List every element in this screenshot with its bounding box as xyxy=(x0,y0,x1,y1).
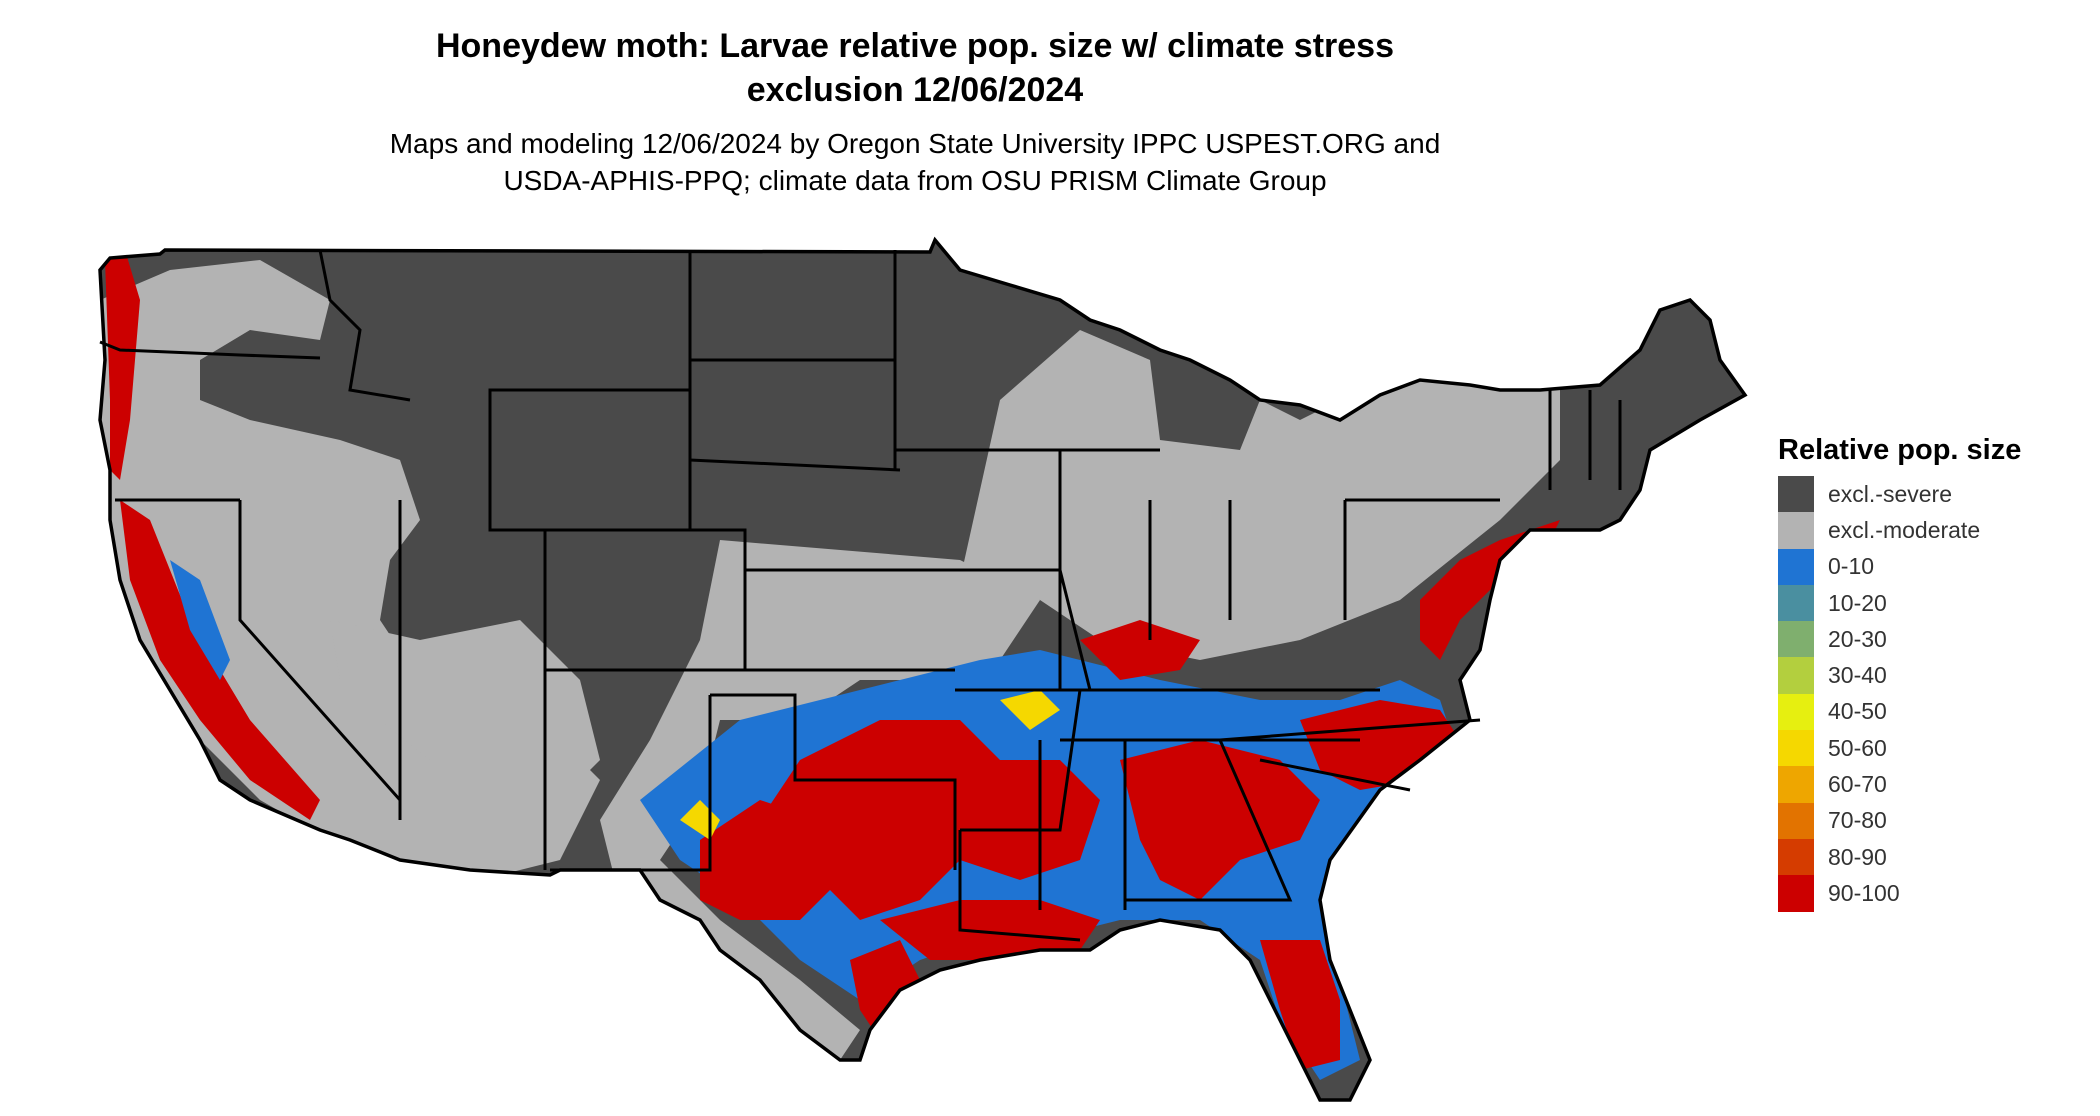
map-title-line-2: exclusion 12/06/2024 xyxy=(746,71,1084,109)
legend-label: 20-30 xyxy=(1828,625,1887,652)
map-title-line-1: Honeydew moth: Larvae relative pop. size… xyxy=(435,27,1394,65)
legend-item: 10-20 xyxy=(1778,584,2021,622)
region-high-midwest xyxy=(1080,620,1200,680)
legend-swatch xyxy=(1778,802,1814,839)
us-outline xyxy=(98,236,1748,1102)
legend-swatch xyxy=(1778,875,1814,912)
legend-swatch xyxy=(1778,512,1814,549)
legend-swatch xyxy=(1778,730,1814,767)
legend-label: 80-90 xyxy=(1828,843,1887,870)
legend-label: 90-100 xyxy=(1828,879,1900,906)
region-high-florida xyxy=(1260,940,1340,1070)
legend-item: 20-30 xyxy=(1778,621,2021,658)
state-border-ne-states xyxy=(1548,390,1622,490)
map-subtitle-line-1: Maps and modeling 12/06/2024 by Oregon S… xyxy=(389,128,1441,159)
legend-item: 70-80 xyxy=(1778,802,2021,839)
state-border-ms-al xyxy=(1038,740,1127,910)
legend-label: excl.-moderate xyxy=(1828,516,1981,543)
region-high-gulf xyxy=(880,900,1100,960)
us-map xyxy=(98,236,1748,1102)
state-border-co xyxy=(545,528,747,672)
legend-swatch xyxy=(1778,693,1814,731)
legend-swatch xyxy=(1778,657,1814,694)
state-border-il-in-oh xyxy=(1058,450,1347,690)
legend-item: 30-40 xyxy=(1778,657,2021,694)
legend-item: excl.-severe xyxy=(1778,476,2021,513)
region-high-southcentral xyxy=(760,720,1100,920)
legend-label: 60-70 xyxy=(1828,771,1887,798)
legend-item: 60-70 xyxy=(1778,766,2021,803)
legend-swatch xyxy=(1778,838,1814,876)
legend-swatch xyxy=(1778,766,1814,803)
state-border-wa-or xyxy=(99,340,321,360)
region-high-westcoast xyxy=(105,250,140,480)
legend-item: 0-10 xyxy=(1778,548,2021,585)
legend-swatch xyxy=(1778,621,1814,658)
legend-label: excl.-severe xyxy=(1828,480,1952,507)
region-moderate-sw xyxy=(330,620,600,800)
legend-item: 40-50 xyxy=(1778,693,2021,731)
state-border-nm-tx xyxy=(550,695,712,872)
legend-label: 0-10 xyxy=(1828,553,1875,580)
region-high-california xyxy=(120,500,320,820)
state-borders xyxy=(99,249,1622,942)
legend-swatch xyxy=(1778,584,1814,622)
map-subtitle-line-2: USDA-APHIS-PPQ; climate data from OSU PR… xyxy=(503,165,1327,196)
legend: Relative pop. size excl.-severe excl.-mod… xyxy=(1778,432,2021,912)
legend-label: 40-50 xyxy=(1828,698,1887,725)
state-border-nc-sc xyxy=(1259,758,1411,792)
state-border-ar xyxy=(955,688,1082,832)
legend-item: 50-60 xyxy=(1778,730,2021,767)
state-border-ok-tx xyxy=(710,693,957,870)
state-border-id-mt xyxy=(318,249,411,402)
state-border-va-nc xyxy=(1219,718,1481,742)
region-high-southeast xyxy=(1120,740,1320,900)
region-moderate-north xyxy=(960,330,1560,660)
legend-title: Relative pop. size xyxy=(1778,434,2022,466)
legend-item: 90-100 xyxy=(1778,875,2021,912)
legend-swatch xyxy=(1778,548,1814,585)
state-border-nv-ca xyxy=(238,500,402,801)
legend-label: 70-80 xyxy=(1828,807,1887,834)
legend-label: 50-60 xyxy=(1828,734,1887,761)
legend-label: 10-20 xyxy=(1828,589,1887,616)
region-low-california xyxy=(170,560,230,680)
region-mid-southeast xyxy=(1000,690,1060,730)
legend-item: excl.-moderate xyxy=(1778,512,2021,549)
region-high-lower-texas xyxy=(850,940,920,1040)
legend-items: excl.-severe excl.-moderate 0-10 10-20 20-30… xyxy=(1778,476,2021,912)
state-border-sd-ne xyxy=(689,458,901,472)
legend-swatch xyxy=(1778,476,1814,513)
region-high-texas xyxy=(700,800,840,920)
legend-item: 80-90 xyxy=(1778,838,2021,876)
state-border-tn-ky xyxy=(1060,688,1380,742)
state-border-la xyxy=(958,830,1081,942)
legend-label: 30-40 xyxy=(1828,662,1887,689)
